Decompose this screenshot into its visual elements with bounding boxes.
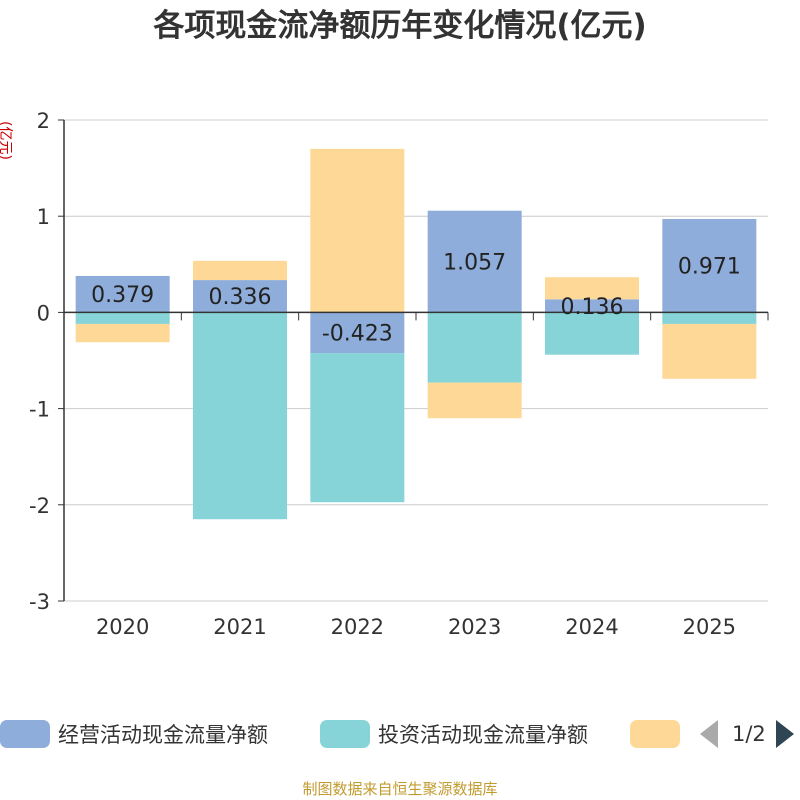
bar-2022-series2 [310,148,405,313]
legend-item-investing[interactable]: 投资活动现金流量净额 [320,716,588,752]
legend-pager: 1/2 [700,716,794,752]
legend-swatch-operating [0,720,50,748]
bar-2023-series2 [427,382,522,419]
y-tick-label: -2 [29,494,50,518]
bar-2024-series0 [545,299,639,313]
legend-swatch-investing [320,720,370,748]
x-tick-label: 2024 [565,615,618,639]
y-tick-label: -1 [29,398,50,422]
data-label: 0.136 [561,295,624,320]
data-label: 1.057 [443,251,506,276]
bar-2020-series1 [75,312,170,324]
y-tick-label: 2 [37,109,50,133]
legend-swatch-financing [630,720,680,748]
bar-2023-series1 [427,312,522,383]
x-tick-label: 2020 [96,615,149,639]
pager-next-icon[interactable] [775,720,794,748]
bar-2022-series1 [310,353,405,503]
bar-2025-series2 [662,323,757,379]
bar-2025-series0 [662,218,757,313]
legend-item-operating[interactable]: 经营活动现金流量净额 [0,716,268,752]
x-tick-label: 2023 [448,615,501,639]
pager-text: 1/2 [732,722,766,746]
bar-2020-series0 [75,275,170,313]
chart-title: 各项现金流净额历年变化情况(亿元) [153,8,647,44]
bar-2021-series2 [193,260,287,281]
bar-2023-series0 [427,210,522,313]
y-tick-label: 1 [37,205,50,229]
data-label: 0.379 [91,283,154,308]
bar-2021-series0 [193,280,287,313]
legend-item-financing[interactable] [630,716,688,752]
bar-2024-series2 [545,277,639,300]
bar-2020-series2 [75,323,170,343]
y-tick-label: -3 [29,590,50,614]
bar-2025-series1 [662,312,757,324]
legend: 经营活动现金流量净额 投资活动现金流量净额 1/2 [0,716,800,752]
y-tick-label: 0 [37,301,50,325]
x-tick-label: 2022 [331,615,384,639]
legend-label-investing: 投资活动现金流量净额 [378,723,588,747]
pager-prev-icon[interactable] [700,720,718,748]
bar-2024-series1 [545,312,639,355]
data-label: -0.423 [322,322,393,347]
chart-plot: -3 -2 -1 0 1 2 (亿元) 2020 2021 2022 2023 2024 2025 0.3… [0,109,769,639]
data-label: 0.336 [209,285,272,310]
bar-2021-series1 [193,312,287,520]
x-tick-label: 2025 [683,615,736,639]
legend-label-operating: 经营活动现金流量净额 [58,723,268,747]
y-axis-label: (亿元) [0,121,13,160]
bar-2022-series0 [310,312,405,354]
source-note: 制图数据来自恒生聚源数据库 [302,780,498,798]
data-label: 0.971 [678,255,741,280]
x-tick-label: 2021 [213,615,266,639]
